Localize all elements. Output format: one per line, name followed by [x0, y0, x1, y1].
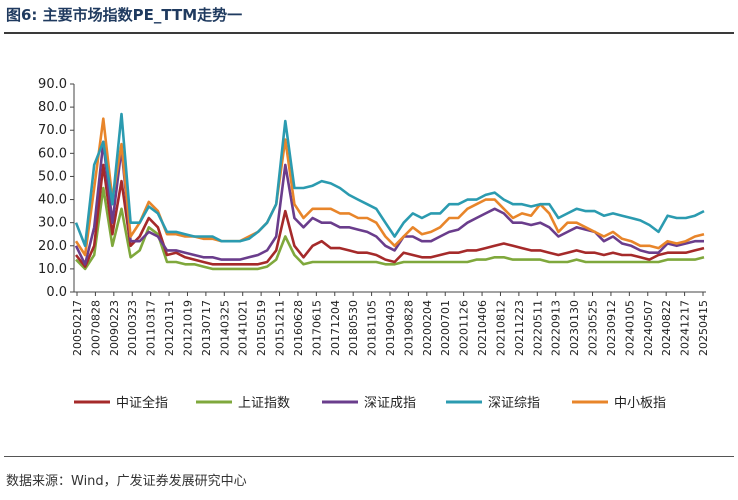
x-tick-label: 20121019	[181, 300, 194, 356]
x-tick-label: 20220913	[550, 300, 563, 356]
series-line-4	[74, 117, 705, 257]
x-tick-label: 20100323	[126, 300, 139, 356]
x-tick-label: 20241217	[679, 300, 692, 356]
x-tick-label: 20180530	[347, 300, 360, 356]
y-tick-label: 30.0	[38, 216, 67, 231]
x-tick-label: 20110317	[145, 300, 158, 356]
legend-label-3: 深证综指	[488, 396, 540, 411]
x-tick-label: 20090223	[108, 300, 121, 356]
y-tick-label: 70.0	[38, 123, 67, 138]
x-tick-label: 20220511	[531, 300, 544, 356]
x-tick-label: 20190828	[402, 300, 415, 356]
series-lines	[74, 112, 705, 271]
series-line-0	[74, 163, 705, 268]
y-axis: 0.0 10.0 20.0 30.0 40.0 50.0 60.0 70.0 80.0 90.0	[38, 77, 75, 300]
series-line-1	[75, 186, 705, 271]
legend: 中证全指 上证指数 深证成指 深证综指 中小板指	[74, 395, 666, 411]
y-tick-label: 50.0	[38, 169, 67, 184]
y-tick-label: 80.0	[38, 100, 67, 115]
x-tick-label: 20171204	[329, 300, 342, 356]
y-tick-label: 20.0	[38, 239, 67, 254]
y-tick-label: 10.0	[38, 262, 67, 277]
legend-label-1: 上证指数	[238, 396, 290, 411]
x-tick-label: 20181105	[366, 300, 379, 356]
x-axis: 20050217 20070828 20090223 20100323 20110317…	[71, 291, 710, 356]
x-tick-label: 20150519	[255, 300, 268, 356]
x-tick-label: 20190403	[384, 300, 397, 356]
series-line-3	[74, 112, 705, 248]
x-tick-label: 20200701	[439, 300, 452, 356]
y-tick-label: 40.0	[38, 193, 67, 208]
x-tick-label: 20070828	[89, 300, 102, 356]
x-tick-label: 20170615	[310, 300, 323, 356]
y-tick-label: 90.0	[38, 77, 67, 92]
legend-label-4: 中小板指	[614, 396, 666, 411]
x-tick-label: 20160628	[292, 300, 305, 356]
x-tick-label: 20200204	[421, 300, 434, 356]
x-tick-label: 20141021	[237, 300, 250, 356]
x-tick-label: 20230525	[587, 300, 600, 356]
pe-ttm-line-chart: 0.010.020.030.040.050.060.070.080.090.0 …	[38, 77, 710, 411]
x-tick-label: 20230130	[568, 300, 581, 356]
x-tick-label: 20211223	[513, 300, 526, 356]
x-tick-label: 20210406	[476, 300, 489, 356]
legend-label-0: 中证全指	[116, 395, 168, 411]
x-tick-label: 20210812	[494, 300, 507, 356]
x-tick-label: 20140325	[218, 300, 231, 356]
source-divider	[4, 456, 734, 457]
y-tick-label: 0.0	[46, 285, 67, 300]
x-tick-label: 20250415	[697, 300, 710, 356]
x-tick-label: 20120131	[163, 300, 176, 356]
title-divider	[4, 32, 734, 34]
figure-title: 图6: 主要市场指数PE_TTM走势一	[6, 6, 243, 24]
y-tick-label: 60.0	[38, 146, 67, 161]
x-tick-label: 20151211	[274, 300, 287, 356]
x-tick-label: 20230912	[605, 300, 618, 356]
x-tick-label: 20050217	[71, 300, 84, 356]
x-tick-label: 20240507	[642, 300, 655, 356]
series-line-2	[74, 140, 704, 266]
x-tick-label: 20130717	[200, 300, 213, 356]
legend-label-2: 深证成指	[364, 396, 416, 411]
x-tick-label: 20240105	[623, 300, 636, 356]
source-note: 数据来源：Wind，广发证券发展研究中心	[6, 474, 247, 489]
x-tick-label: 20201126	[458, 300, 471, 356]
x-tick-label: 20240822	[660, 300, 673, 356]
